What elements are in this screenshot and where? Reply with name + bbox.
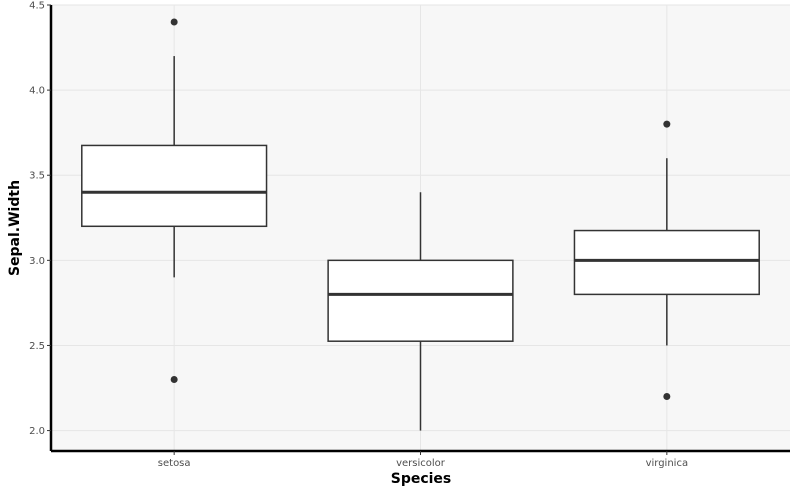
x-tick-label: setosa (158, 458, 191, 469)
box-setosa (81, 18, 268, 384)
y-tick-label: 4.5 (29, 1, 45, 12)
x-axis-title: Species (391, 471, 452, 487)
iqr-box (573, 229, 760, 296)
y-tick-label: 3.5 (29, 171, 45, 182)
x-tick-label: versicolor (396, 458, 446, 469)
y-tick-label: 2.5 (29, 341, 45, 352)
iqr-box (327, 259, 514, 342)
iqr-box (81, 144, 268, 228)
x-axis-ticks: setosa versicolor virginica (158, 451, 688, 469)
y-tick-label: 4.0 (29, 86, 45, 97)
outlier-point (170, 18, 178, 26)
outlier-point (170, 376, 178, 384)
y-tick-label: 3.0 (29, 256, 45, 267)
box-virginica (573, 120, 760, 401)
box-versicolor (327, 192, 514, 431)
y-tick-label: 2.0 (29, 426, 45, 437)
x-tick-label: virginica (646, 458, 689, 469)
y-axis-ticks: 2.0 2.5 3.0 3.5 4.0 4.5 (29, 1, 51, 437)
outlier-point (663, 393, 671, 401)
outlier-point (663, 120, 671, 128)
y-axis-title: Sepal.Width (7, 180, 23, 276)
boxes-layer (81, 18, 760, 431)
